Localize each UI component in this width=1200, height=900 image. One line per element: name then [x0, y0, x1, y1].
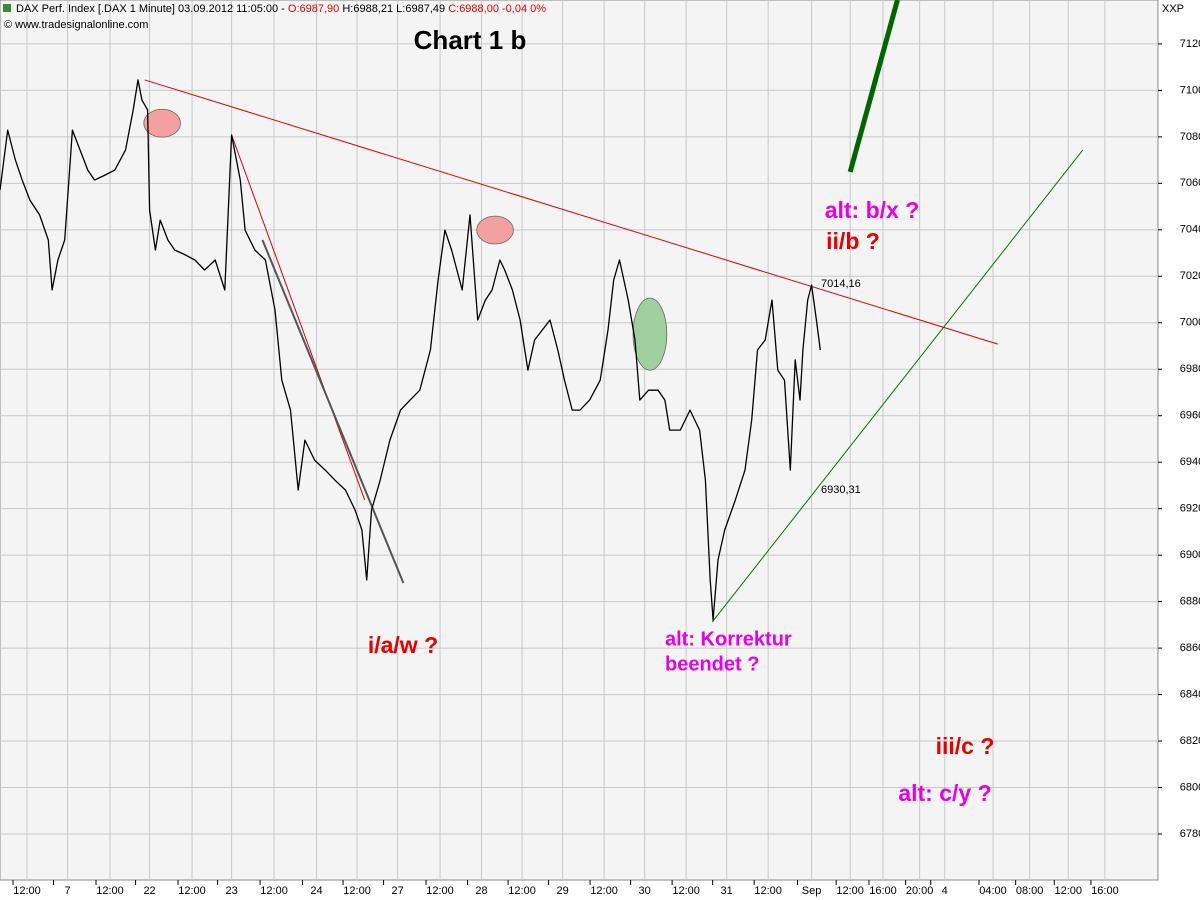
trend-line [231, 134, 366, 501]
annotation: ii/b ? [826, 228, 880, 254]
x-tick-label: 22 [143, 885, 155, 897]
marker-ellipse [632, 297, 668, 371]
x-tick-label: 16:00 [869, 885, 897, 897]
x-tick-label: 28 [475, 885, 487, 897]
x-tick-label: 12:00 [178, 885, 206, 897]
header-open: O:6987,90 [288, 3, 339, 15]
y-tick-label: 7020 [1180, 270, 1200, 282]
x-tick-label: 23 [225, 885, 237, 897]
trend-line [261, 239, 405, 584]
x-tick-label: 24 [310, 885, 322, 897]
x-tick-label: 16:00 [1091, 885, 1119, 897]
x-tick-label: 08:00 [1016, 885, 1044, 897]
trend-line [847, 0, 900, 173]
header-text: DAX Perf. Index [.DAX 1 Minute] 03.09.20… [16, 3, 546, 15]
y-tick-label: 6780 [1180, 828, 1200, 840]
x-tick-label: 20:00 [906, 885, 934, 897]
x-tick-label: Sep [802, 885, 822, 897]
x-tick-label: 12:00 [590, 885, 618, 897]
plot [0, 0, 1084, 623]
y-tick-label: 7000 [1180, 317, 1200, 329]
y-tick-label: 7120 [1180, 38, 1200, 50]
x-tick-label: 31 [721, 885, 733, 897]
header-name: DAX Perf. Index [.DAX 1 Minute] 03.09.20… [16, 3, 285, 15]
y-tick-label: 6820 [1180, 735, 1200, 747]
y-tick-label: 6880 [1180, 596, 1200, 608]
y-tick-label: 6900 [1180, 549, 1200, 561]
annotation: i/a/w ? [368, 632, 438, 658]
x-tick-label: 4 [942, 885, 948, 897]
annotation: alt: Korrektur [665, 628, 792, 650]
marker-ellipse [476, 215, 514, 245]
x-tick-label: 12:00 [260, 885, 288, 897]
annotation: alt: b/x ? [825, 197, 920, 223]
price-label: 6930,31 [821, 484, 861, 496]
y-tick-label: 6860 [1180, 642, 1200, 654]
y-tick-label: 6840 [1180, 688, 1200, 700]
header-high-low: H:6988,21 L:6987,49 [342, 3, 445, 15]
y-tick-label: 7040 [1180, 224, 1200, 236]
x-tick-label: 12:00 [672, 885, 700, 897]
x-tick-label: 04:00 [979, 885, 1007, 897]
x-tick-label: 29 [556, 885, 568, 897]
y-tick-label: 7060 [1180, 177, 1200, 189]
x-tick-label: 30 [638, 885, 650, 897]
x-tick-label: 12:00 [754, 885, 782, 897]
header-source: © www.tradesignalonline.com [4, 19, 148, 31]
y-tick-label: 6980 [1180, 363, 1200, 375]
header: DAX Perf. Index [.DAX 1 Minute] 03.09.20… [3, 3, 1184, 31]
x-tick-label: 7 [64, 885, 70, 897]
price-label: 7014,16 [821, 278, 861, 290]
x-tick-label: 27 [391, 885, 403, 897]
x-tick-label: 12:00 [426, 885, 454, 897]
annotation: beendet ? [665, 653, 759, 675]
chart-title: Chart 1 b [414, 25, 527, 55]
plot-area [0, 0, 1159, 881]
x-tick-label: 12:00 [13, 885, 41, 897]
marker-ellipse [143, 108, 181, 138]
header-icon [3, 4, 11, 12]
y-tick-label: 6800 [1180, 781, 1200, 793]
x-tick-label: 12:00 [1054, 885, 1082, 897]
x-tick-label: 12:00 [343, 885, 371, 897]
y-tick-label: 6960 [1180, 410, 1200, 422]
header-close: C:6988,00 -0,04 0% [448, 3, 546, 15]
trend-line [144, 79, 998, 345]
price-line [0, 79, 821, 621]
grid [0, 0, 1158, 880]
y-tick-label: 6920 [1180, 503, 1200, 515]
y-tick-label: 7080 [1180, 131, 1200, 143]
x-tick-label: 12:00 [836, 885, 864, 897]
header-symbol: XXP [1162, 3, 1184, 15]
annotation: alt: c/y ? [898, 780, 991, 806]
x-tick-label: 12:00 [508, 885, 536, 897]
x-tick-label: 12:00 [96, 885, 124, 897]
annotation: iii/c ? [936, 733, 995, 759]
trend-line [711, 149, 1084, 623]
y-tick-label: 6940 [1180, 456, 1200, 468]
y-tick-label: 7100 [1180, 84, 1200, 96]
